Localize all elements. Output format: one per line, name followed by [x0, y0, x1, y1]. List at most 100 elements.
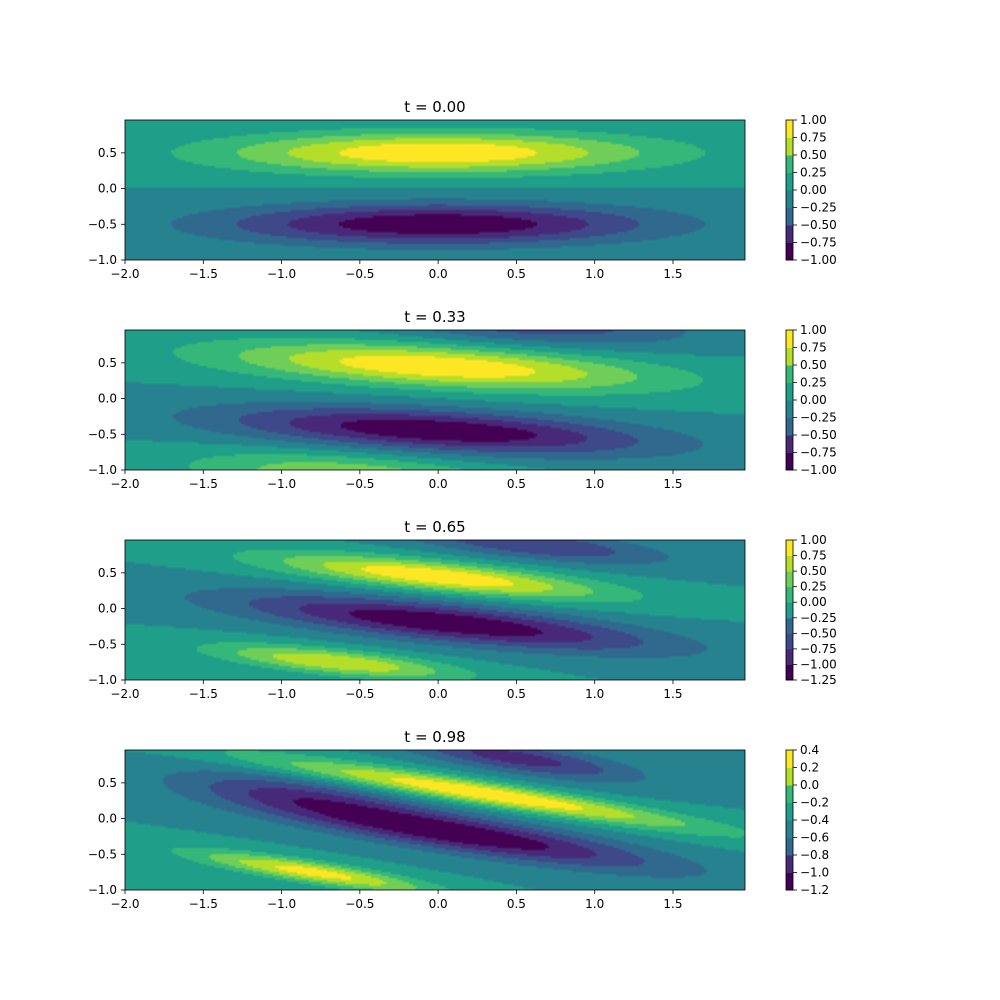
colorbar: −1.25 −1.00−0.75 −0.50−0.25 0.000.25 0.500.7… — [785, 533, 837, 687]
x-tick-label: 0.0 — [429, 477, 448, 491]
colorbar-tick-label: 0.00 — [800, 595, 827, 609]
colorbar-band — [786, 837, 793, 856]
colorbar-band — [786, 767, 793, 786]
colorbar-band — [786, 648, 793, 665]
colorbar-band — [786, 120, 793, 138]
x-tick-label: −2.0 — [110, 267, 139, 281]
colorbar: −1.00 −0.75 −0.50 −0.25 0.00 0.25 0.50 0.75 1.00 — [785, 113, 837, 267]
subplot-2: t = 0.33 −2.0 −1.5 −1.0 −0.5 0.0 0.5 1.0 1.5 −1.0… — [88, 308, 837, 491]
contour-fill — [125, 330, 745, 470]
colorbar-band — [786, 602, 793, 619]
colorbar-tick-label: 0.4 — [800, 743, 819, 757]
colorbar-tick-label: 0.50 — [800, 564, 827, 578]
colorbar-band — [786, 190, 793, 208]
colorbar-band — [786, 137, 793, 156]
colorbar-tick-label: −0.75 — [800, 446, 837, 460]
colorbar-band — [786, 633, 793, 650]
x-tick-label: 0.5 — [507, 687, 526, 701]
colorbar-band — [786, 785, 793, 803]
x-tick-label: −0.5 — [345, 477, 374, 491]
colorbar-tick-label: 0.25 — [800, 166, 827, 180]
subplot-title: t = 0.33 — [404, 308, 465, 326]
colorbar-band — [786, 664, 793, 681]
x-tick-label: −0.5 — [345, 687, 374, 701]
colorbar-band — [786, 382, 793, 401]
colorbar-band — [786, 242, 793, 261]
axes-frame — [124, 539, 746, 681]
colorbar-tick-label: −0.75 — [800, 642, 837, 656]
y-tick-label: 0.5 — [98, 776, 117, 790]
contour-fill — [125, 540, 745, 680]
colorbar-tick-label: 0.2 — [800, 761, 819, 775]
colorbar-band — [786, 330, 793, 348]
x-tick-label: 0.5 — [507, 477, 526, 491]
colorbar-band — [786, 617, 793, 634]
colorbar: −1.00 −0.75 −0.50 −0.25 0.00 0.25 0.50 0.75 1.00 — [785, 323, 837, 477]
colorbar-band — [786, 225, 793, 243]
y-tick-label: 0.5 — [98, 356, 117, 370]
contour-fill — [125, 120, 745, 260]
colorbar-tick-label: −0.25 — [800, 411, 837, 425]
colorbar-tick-label: −0.25 — [800, 201, 837, 215]
colorbar-tick-label: −1.2 — [800, 883, 829, 897]
colorbar-band — [786, 555, 793, 572]
x-tick-label: −1.5 — [189, 897, 218, 911]
x-tick-label: −1.5 — [189, 267, 218, 281]
y-tick-label: −0.5 — [88, 847, 117, 861]
colorbar-tick-label: 1.00 — [800, 113, 827, 127]
y-tick-label: 0.0 — [98, 602, 117, 616]
y-tick-label: 0.5 — [98, 146, 117, 160]
y-tick-label: −1.0 — [88, 673, 117, 687]
colorbar-tick-label: 0.75 — [800, 131, 827, 145]
colorbar-band — [786, 872, 793, 891]
subplot-title: t = 0.65 — [404, 518, 465, 536]
y-tick-label: −1.0 — [88, 253, 117, 267]
colorbar-tick-label: 0.50 — [800, 148, 827, 162]
axes-frame — [124, 329, 746, 471]
x-tick-label: −1.5 — [189, 477, 218, 491]
colorbar-band — [786, 820, 793, 838]
colorbar-tick-label: −0.2 — [800, 796, 829, 810]
x-tick-label: −1.0 — [267, 477, 296, 491]
x-tick-label: 0.5 — [507, 267, 526, 281]
x-tick-label: 1.0 — [585, 897, 604, 911]
colorbar-tick-label: 0.25 — [800, 376, 827, 390]
y-tick-label: −0.5 — [88, 217, 117, 231]
colorbar-band — [786, 571, 793, 588]
y-tick-label: −1.0 — [88, 463, 117, 477]
x-tick-label: 1.5 — [663, 477, 682, 491]
y-tick-label: 0.0 — [98, 182, 117, 196]
subplots: t = 0.00 −2.0 −1.5 −1.0 −0.5 0.0 0.5 1.0 1.5 −1.0… — [88, 98, 837, 911]
contour-fill — [125, 750, 745, 890]
x-tick-label: 0.0 — [429, 267, 448, 281]
colorbar-tick-label: −0.50 — [800, 428, 837, 442]
x-tick-label: 1.5 — [663, 897, 682, 911]
colorbar-tick-label: 1.00 — [800, 323, 827, 337]
x-tick-label: −2.0 — [110, 897, 139, 911]
subplot-3: t = 0.65 −2.0 −1.5 −1.0 −0.5 0.0 0.5 1.0 1.5 −1.0… — [88, 518, 837, 701]
x-tick-label: 1.0 — [585, 267, 604, 281]
colorbar-tick-label: 0.0 — [800, 778, 819, 792]
x-tick-label: 1.0 — [585, 477, 604, 491]
colorbar-tick-label: −1.00 — [800, 463, 837, 477]
y-tick-label: −0.5 — [88, 427, 117, 441]
colorbar-band — [786, 435, 793, 453]
y-tick-label: −1.0 — [88, 883, 117, 897]
colorbar-tick-label: −0.4 — [800, 813, 829, 827]
x-tick-label: −2.0 — [110, 687, 139, 701]
subplot-1: t = 0.00 −2.0 −1.5 −1.0 −0.5 0.0 0.5 1.0 1.5 −1.0… — [88, 98, 837, 281]
x-tick-label: 0.0 — [429, 687, 448, 701]
y-tick-label: 0.0 — [98, 392, 117, 406]
x-tick-label: 1.5 — [663, 267, 682, 281]
colorbar-band — [786, 347, 793, 366]
colorbar-tick-label: 0.25 — [800, 580, 827, 594]
colorbar-tick-label: −0.6 — [800, 831, 829, 845]
colorbar-tick-label: −0.50 — [800, 218, 837, 232]
colorbar-tick-label: −1.00 — [800, 253, 837, 267]
subplot-title: t = 0.00 — [404, 98, 465, 116]
colorbar-tick-label: 0.50 — [800, 358, 827, 372]
colorbar-band — [786, 452, 793, 471]
axes-frame — [124, 119, 746, 261]
x-tick-label: −2.0 — [110, 477, 139, 491]
